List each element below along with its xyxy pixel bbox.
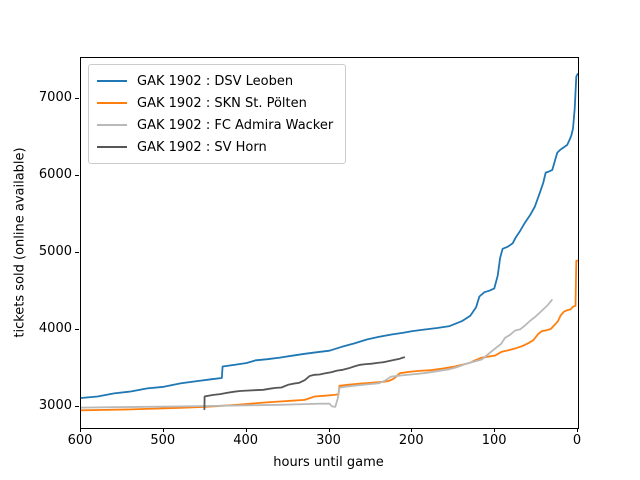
y-tick-label-3000: 3000 [38,397,72,413]
series-line-gak-1902-fc-admira-wacker [81,298,554,409]
x-axis-label: hours until game [273,455,384,470]
legend: GAK 1902 : DSV Leoben GAK 1902 : SKN St. … [88,64,346,164]
x-tick-mark-300 [328,428,330,432]
x-tick-label-600: 600 [67,433,93,448]
y-axis-label: tickets sold (online available) [12,147,28,338]
y-tick-label-7000: 7000 [38,89,72,105]
series-line-gak-1902-dsv-leoben [81,72,578,399]
legend-item-gak-1902-skn-st-p-lten: GAK 1902 : SKN St. Pölten [97,92,337,114]
legend-item-label: GAK 1902 : DSV Leoben [137,73,294,89]
legend-item-label: GAK 1902 : SKN St. Pölten [137,95,307,111]
x-tick-mark-0 [577,428,578,432]
x-tick-mark-600 [80,428,81,432]
plot-area: GAK 1902 : DSV Leoben GAK 1902 : SKN St. … [80,57,579,429]
y-tick-mark-3000 [75,405,79,407]
x-tick-label-200: 200 [398,433,424,448]
legend-line-swatch [97,79,127,83]
x-tick-mark-400 [245,428,247,432]
x-tick-label-400: 400 [233,433,259,448]
series-line-gak-1902-sv-horn [203,356,406,410]
y-tick-mark-5000 [75,251,79,253]
legend-line-swatch [97,123,127,127]
y-tick-label-6000: 6000 [38,166,72,182]
x-tick-mark-500 [162,428,164,432]
x-tick-label-0: 0 [572,433,582,448]
x-tick-mark-100 [494,428,496,432]
legend-line-swatch [97,145,127,149]
legend-item-gak-1902-dsv-leoben: GAK 1902 : DSV Leoben [97,70,337,92]
y-tick-label-4000: 4000 [38,320,72,336]
legend-item-gak-1902-fc-admira-wacker: GAK 1902 : FC Admira Wacker [97,114,337,136]
plot-canvas [81,72,578,412]
series-line-gak-1902-skn-st-p-lten [81,259,578,412]
legend-item-label: GAK 1902 : SV Horn [137,139,267,155]
legend-item-label: GAK 1902 : FC Admira Wacker [137,117,334,133]
y-tick-mark-7000 [75,97,79,99]
legend-item-gak-1902-sv-horn: GAK 1902 : SV Horn [97,136,337,158]
y-tick-mark-4000 [75,328,79,330]
x-tick-mark-200 [411,428,413,432]
y-tick-mark-6000 [75,174,79,176]
legend-line-swatch [97,101,127,105]
x-tick-label-500: 500 [150,433,176,448]
x-tick-label-300: 300 [316,433,341,448]
x-tick-label-100: 100 [481,433,507,448]
y-tick-label-5000: 5000 [38,243,72,259]
